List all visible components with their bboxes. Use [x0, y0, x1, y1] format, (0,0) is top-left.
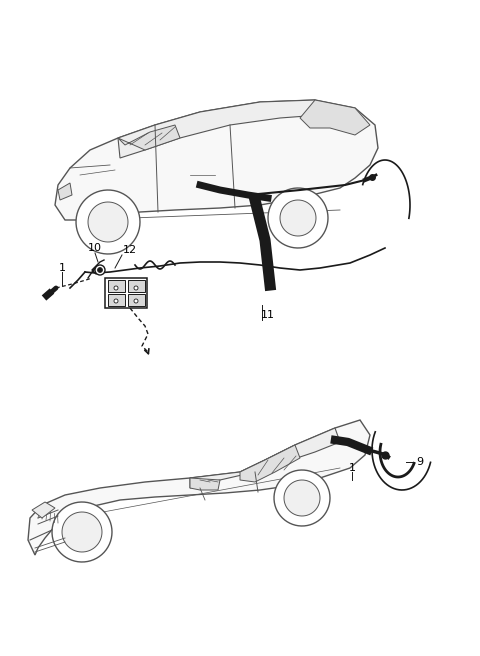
Polygon shape — [58, 183, 72, 200]
Bar — [108, 280, 125, 292]
Polygon shape — [268, 188, 328, 248]
Polygon shape — [240, 445, 300, 482]
Polygon shape — [118, 100, 320, 158]
Polygon shape — [88, 202, 128, 242]
Polygon shape — [28, 420, 370, 555]
Circle shape — [114, 299, 118, 303]
Text: 1: 1 — [59, 263, 65, 273]
Polygon shape — [284, 480, 320, 516]
Polygon shape — [62, 512, 102, 552]
Bar — [105, 278, 147, 308]
Polygon shape — [55, 100, 378, 220]
Circle shape — [114, 286, 118, 290]
Polygon shape — [118, 125, 180, 150]
Text: 10: 10 — [88, 243, 102, 253]
Bar — [108, 294, 125, 306]
Polygon shape — [52, 502, 112, 562]
Text: 12: 12 — [123, 245, 137, 255]
Text: 11: 11 — [261, 310, 275, 320]
Polygon shape — [280, 200, 316, 236]
Polygon shape — [76, 190, 140, 254]
Circle shape — [134, 286, 138, 290]
Circle shape — [95, 265, 105, 275]
Bar — [128, 280, 145, 292]
Polygon shape — [274, 470, 330, 526]
Circle shape — [134, 299, 138, 303]
Polygon shape — [190, 478, 220, 490]
Text: 1: 1 — [348, 463, 356, 473]
Circle shape — [97, 268, 103, 272]
Bar — [128, 294, 145, 306]
Polygon shape — [300, 100, 370, 135]
Text: 9: 9 — [417, 457, 423, 467]
Polygon shape — [190, 428, 340, 488]
Polygon shape — [32, 502, 55, 518]
